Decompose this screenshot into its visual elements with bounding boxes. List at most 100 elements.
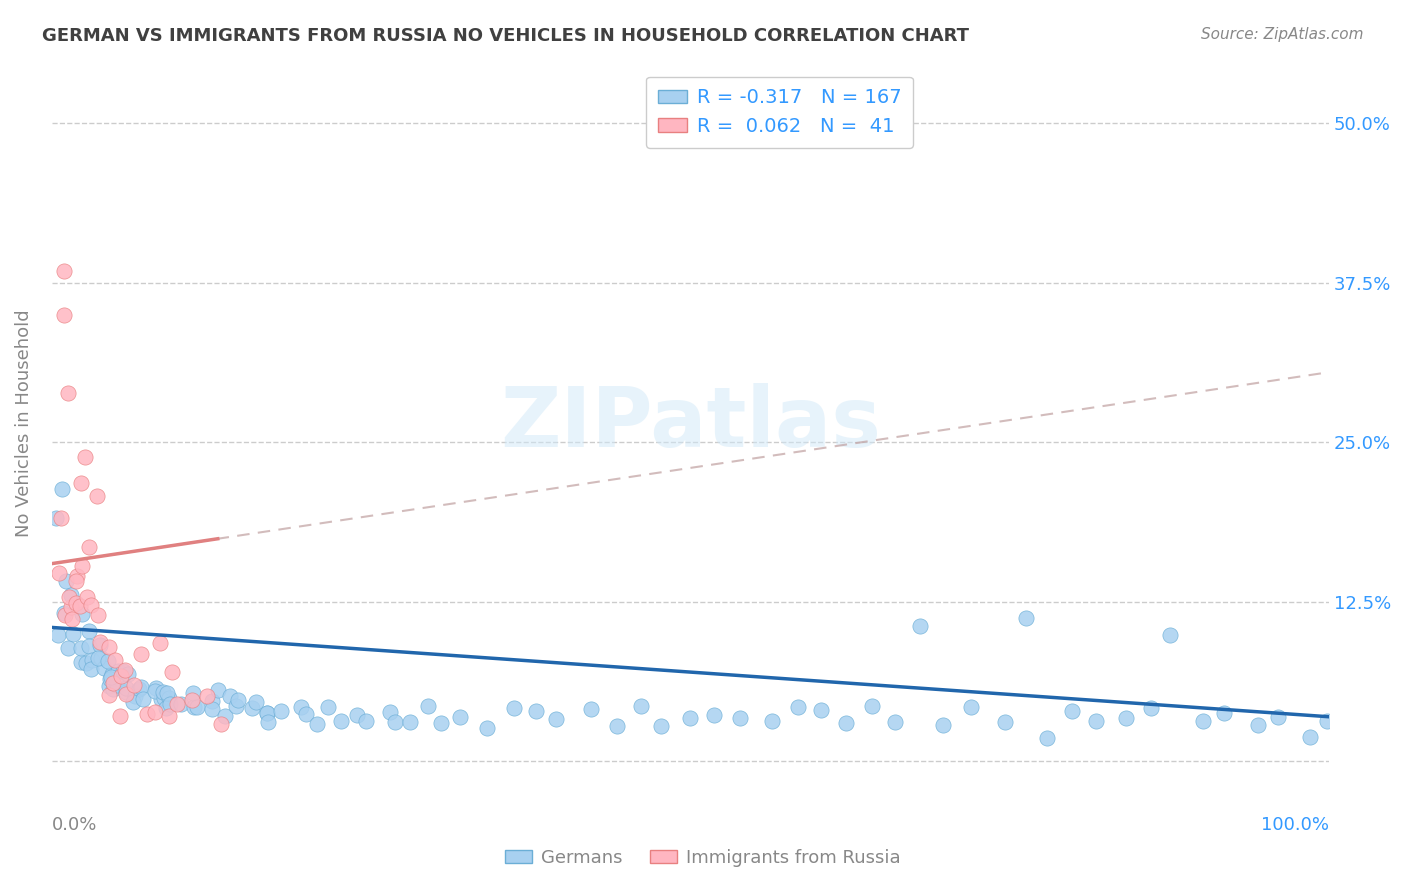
Point xyxy=(65,574,87,588)
Point xyxy=(1267,709,1289,723)
Point xyxy=(728,711,751,725)
Point xyxy=(1115,711,1137,725)
Point xyxy=(579,702,602,716)
Point xyxy=(201,702,224,716)
Point xyxy=(606,719,628,733)
Point xyxy=(100,667,122,681)
Legend: Germans, Immigrants from Russia: Germans, Immigrants from Russia xyxy=(498,842,908,874)
Point xyxy=(65,596,87,610)
Point xyxy=(97,679,120,693)
Point xyxy=(56,641,79,656)
Point xyxy=(80,652,103,666)
Point xyxy=(80,598,103,612)
Point xyxy=(1140,701,1163,715)
Point xyxy=(90,651,112,665)
Point xyxy=(136,706,159,721)
Point xyxy=(98,688,121,702)
Point xyxy=(53,308,76,322)
Point xyxy=(294,706,316,721)
Legend: R = -0.317   N = 167, R =  0.062   N =  41: R = -0.317 N = 167, R = 0.062 N = 41 xyxy=(647,77,912,148)
Point xyxy=(650,719,672,733)
Point xyxy=(70,655,93,669)
Point xyxy=(129,680,152,694)
Point xyxy=(155,686,177,700)
Point xyxy=(810,703,832,717)
Point xyxy=(143,683,166,698)
Point xyxy=(124,689,146,703)
Point xyxy=(761,714,783,728)
Point xyxy=(86,489,108,503)
Point xyxy=(429,715,451,730)
Point xyxy=(524,704,547,718)
Point xyxy=(356,714,378,728)
Point xyxy=(503,700,526,714)
Point xyxy=(149,635,172,649)
Point xyxy=(1060,704,1083,718)
Point xyxy=(55,574,77,588)
Point xyxy=(97,640,120,655)
Point xyxy=(59,588,82,602)
Point xyxy=(152,684,174,698)
Point xyxy=(60,611,83,625)
Point xyxy=(181,686,204,700)
Point xyxy=(128,682,150,697)
Point xyxy=(75,450,97,465)
Point xyxy=(79,624,101,639)
Point xyxy=(1192,714,1215,729)
Point xyxy=(98,672,121,686)
Point xyxy=(93,661,115,675)
Point xyxy=(346,708,368,723)
Point xyxy=(384,714,406,729)
Point xyxy=(186,699,208,714)
Point xyxy=(124,678,146,692)
Point xyxy=(155,700,177,714)
Point xyxy=(787,699,810,714)
Point xyxy=(89,635,111,649)
Point xyxy=(75,656,97,670)
Point xyxy=(226,693,249,707)
Point xyxy=(834,716,856,731)
Point xyxy=(860,699,883,714)
Point xyxy=(53,608,76,623)
Point xyxy=(80,662,103,676)
Point xyxy=(883,715,905,730)
Point xyxy=(152,690,174,705)
Point xyxy=(195,690,218,704)
Point xyxy=(240,701,263,715)
Point xyxy=(1159,628,1181,642)
Point xyxy=(115,685,138,699)
Point xyxy=(932,717,955,731)
Point xyxy=(157,709,180,723)
Text: 100.0%: 100.0% xyxy=(1261,816,1329,834)
Point xyxy=(107,665,129,679)
Point xyxy=(77,639,100,653)
Point xyxy=(145,681,167,695)
Point xyxy=(170,697,193,711)
Point xyxy=(105,677,128,691)
Point xyxy=(166,697,188,711)
Point xyxy=(101,676,124,690)
Point xyxy=(1246,718,1268,732)
Point xyxy=(256,706,278,721)
Point xyxy=(100,670,122,684)
Point xyxy=(114,663,136,677)
Point xyxy=(53,606,76,620)
Point xyxy=(114,687,136,701)
Point xyxy=(214,709,236,723)
Point xyxy=(225,699,247,714)
Point xyxy=(416,698,439,713)
Point xyxy=(207,683,229,698)
Point xyxy=(245,695,267,709)
Point xyxy=(330,714,353,728)
Point xyxy=(1299,730,1322,744)
Point xyxy=(110,708,132,723)
Point xyxy=(201,694,224,708)
Point xyxy=(678,711,700,725)
Point xyxy=(316,699,339,714)
Point xyxy=(994,714,1017,729)
Point xyxy=(183,700,205,714)
Point xyxy=(70,641,93,656)
Point xyxy=(69,599,91,613)
Point xyxy=(290,699,312,714)
Point xyxy=(46,628,69,642)
